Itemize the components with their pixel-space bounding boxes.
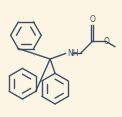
Text: O: O: [90, 15, 96, 24]
Text: NH: NH: [67, 49, 78, 58]
Text: O: O: [103, 37, 109, 46]
